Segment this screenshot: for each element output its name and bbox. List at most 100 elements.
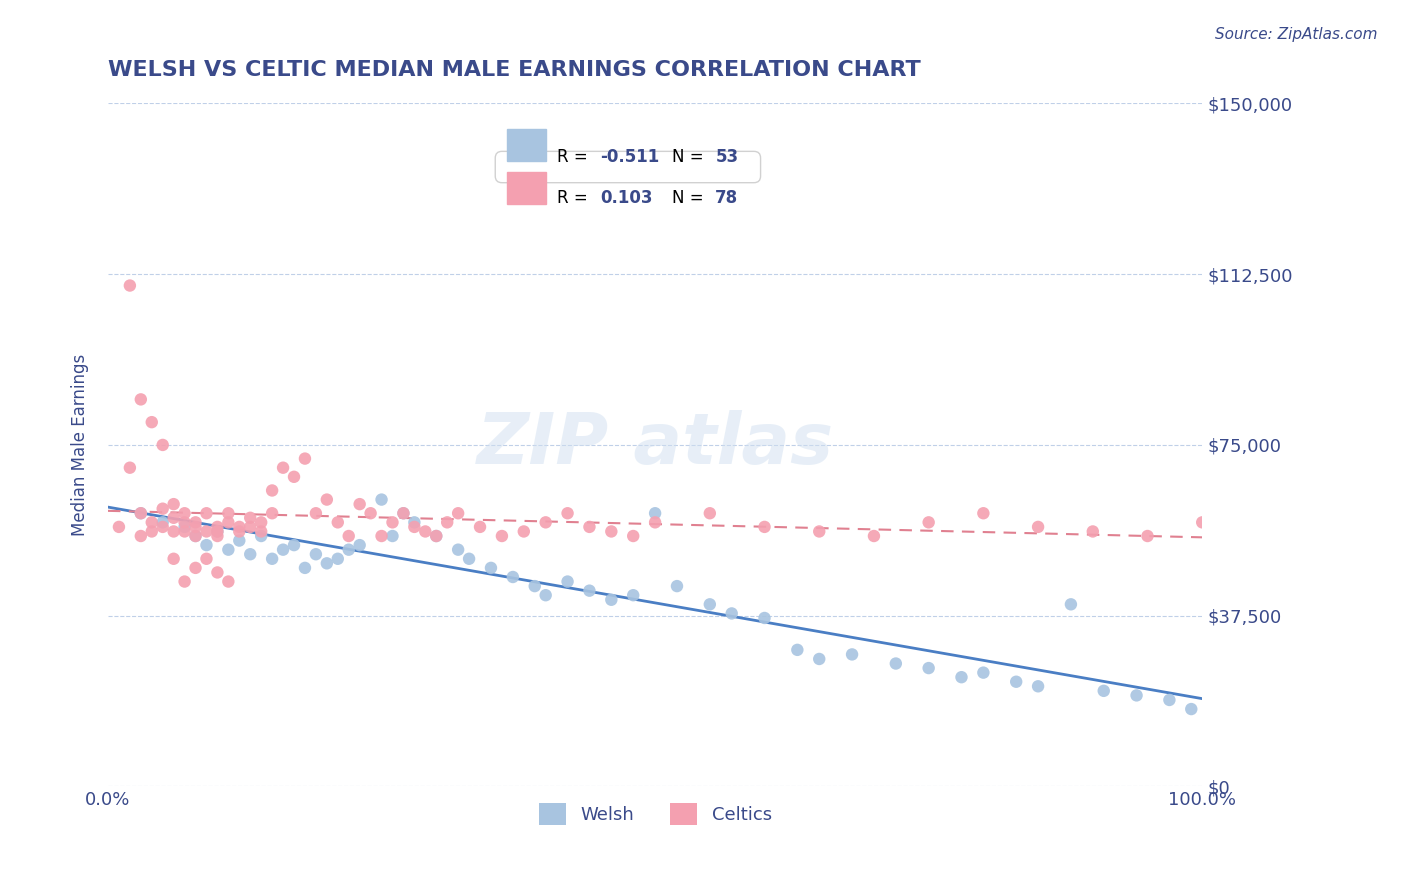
Point (173, 506, 195, 520)
Point (1026, 520, 1049, 534)
Point (1136, 529, 1159, 543)
Point (578, 520, 600, 534)
Point (808, 524, 831, 539)
Point (207, 566, 229, 580)
Point (250, 516, 273, 530)
Point (644, 516, 666, 530)
Point (271, 542, 294, 557)
Point (370, 492, 392, 507)
Point (754, 611, 776, 625)
Point (118, 460, 141, 475)
Text: 0.103: 0.103 (600, 189, 652, 207)
Point (917, 661, 939, 675)
Text: R =: R = (557, 148, 592, 166)
Point (1180, 702, 1202, 716)
Point (294, 561, 316, 575)
Point (315, 492, 337, 507)
Point (228, 520, 250, 534)
Point (404, 520, 426, 534)
Point (326, 551, 349, 566)
Point (621, 529, 644, 543)
Text: Source: ZipAtlas.com: Source: ZipAtlas.com (1215, 27, 1378, 42)
Point (392, 506, 415, 520)
Point (841, 648, 863, 662)
Point (557, 574, 579, 589)
Point (262, 506, 284, 520)
Point (141, 524, 163, 539)
Point (163, 524, 186, 539)
Text: R =: R = (557, 189, 592, 207)
Point (404, 516, 426, 530)
Point (163, 497, 186, 511)
Point (305, 547, 328, 561)
Point (523, 579, 546, 593)
Point (207, 529, 229, 543)
Point (262, 551, 284, 566)
Point (239, 547, 262, 561)
Point (786, 643, 808, 657)
Point (207, 520, 229, 534)
Point (152, 501, 174, 516)
Point (447, 542, 470, 557)
Point (239, 510, 262, 524)
Point (644, 506, 666, 520)
Point (207, 524, 229, 539)
Point (1081, 524, 1104, 539)
Point (195, 524, 218, 539)
Point (163, 551, 186, 566)
Point (184, 561, 207, 575)
Point (950, 670, 973, 684)
Point (808, 652, 831, 666)
Legend: Welsh, Celtics: Welsh, Celtics (531, 796, 779, 832)
Point (349, 538, 371, 552)
Point (381, 529, 404, 543)
Point (217, 542, 239, 557)
Point (228, 524, 250, 539)
Point (425, 529, 447, 543)
Point (337, 542, 360, 557)
Point (173, 574, 195, 589)
Point (425, 529, 447, 543)
Point (129, 529, 152, 543)
Point (699, 597, 721, 611)
Point (239, 520, 262, 534)
Point (578, 583, 600, 598)
Point (863, 529, 886, 543)
FancyBboxPatch shape (508, 128, 546, 161)
Point (283, 538, 305, 552)
Point (884, 657, 907, 671)
Point (195, 551, 218, 566)
Point (152, 438, 174, 452)
Point (1060, 597, 1083, 611)
Point (184, 529, 207, 543)
Point (600, 592, 623, 607)
FancyBboxPatch shape (508, 171, 546, 204)
Point (337, 529, 360, 543)
Point (195, 506, 218, 520)
Point (458, 551, 481, 566)
Point (917, 516, 939, 530)
Point (108, 520, 131, 534)
Point (141, 516, 163, 530)
Point (1026, 679, 1049, 693)
Text: -0.511: -0.511 (600, 148, 659, 166)
Point (326, 516, 349, 530)
Point (392, 506, 415, 520)
Y-axis label: Median Male Earnings: Median Male Earnings (72, 354, 89, 536)
Point (262, 483, 284, 498)
Point (1125, 689, 1147, 703)
Point (163, 510, 186, 524)
Point (294, 451, 316, 466)
Point (141, 415, 163, 429)
Point (1005, 674, 1028, 689)
Point (557, 506, 579, 520)
Text: 78: 78 (716, 189, 738, 207)
Point (381, 516, 404, 530)
Point (502, 570, 524, 584)
Point (195, 538, 218, 552)
Point (534, 588, 557, 602)
Point (217, 516, 239, 530)
Point (173, 524, 195, 539)
Point (513, 524, 536, 539)
Text: WELSH VS CELTIC MEDIAN MALE EARNINGS CORRELATION CHART: WELSH VS CELTIC MEDIAN MALE EARNINGS COR… (108, 60, 921, 79)
